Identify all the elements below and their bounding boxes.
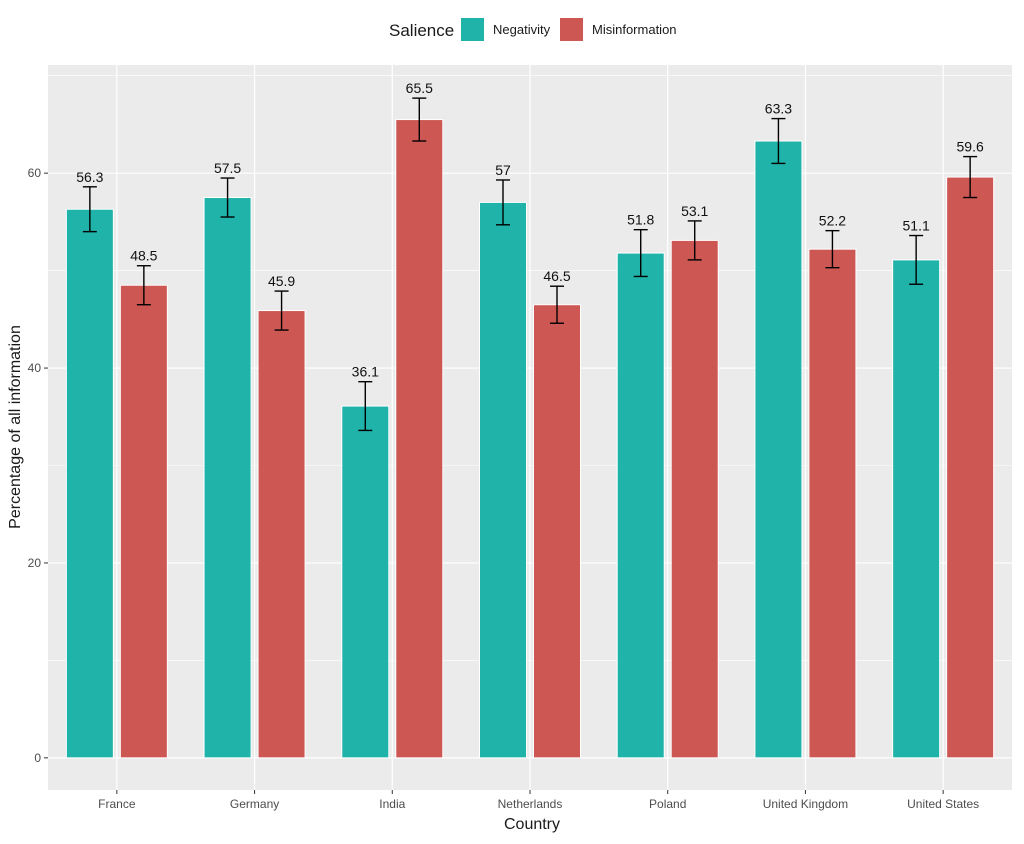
x-tick-label: Germany [230, 797, 279, 811]
bar-misinformation [257, 310, 306, 759]
legend-key-misinformation [560, 18, 583, 41]
data-label: 51.8 [627, 212, 654, 228]
data-label: 36.1 [352, 364, 379, 380]
x-tick-label: Poland [649, 797, 686, 811]
x-tick-label: United States [907, 797, 979, 811]
bar-negativity [754, 140, 803, 759]
y-tick-label: 60 [28, 166, 42, 180]
bar-negativity [203, 197, 252, 759]
data-label: 57 [495, 162, 511, 178]
y-tick-label: 20 [28, 556, 42, 570]
bar-negativity [479, 201, 527, 759]
legend-key-negativity [461, 18, 484, 41]
data-label: 46.5 [543, 268, 570, 284]
y-axis-title: Percentage of all information [7, 325, 24, 529]
data-label: 57.5 [214, 160, 241, 176]
bar-misinformation [533, 304, 581, 759]
data-label: 63.3 [765, 101, 792, 117]
x-axis-title: Country [504, 816, 560, 833]
data-label: 52.2 [819, 213, 846, 229]
data-label: 48.5 [130, 248, 157, 264]
legend-label-negativity: Negativity [493, 22, 551, 37]
x-tick-label: Netherlands [498, 797, 563, 811]
bar-negativity [892, 259, 941, 759]
bar-negativity [341, 405, 390, 759]
data-label: 53.1 [681, 203, 708, 219]
legend: Salience Negativity Misinformation [389, 18, 677, 41]
data-label: 65.5 [406, 80, 433, 96]
bar-misinformation [946, 176, 995, 759]
y-tick-label: 0 [34, 751, 41, 765]
bar-misinformation [808, 248, 857, 759]
bar-misinformation [395, 119, 444, 759]
legend-title: Salience [389, 21, 454, 40]
bar-misinformation [670, 239, 719, 759]
bar-negativity [65, 208, 114, 759]
y-tick-label: 40 [28, 361, 42, 375]
data-label: 45.9 [268, 273, 295, 289]
legend-label-misinformation: Misinformation [592, 22, 677, 37]
x-tick-label: India [379, 797, 405, 811]
x-tick-label: United Kingdom [763, 797, 848, 811]
x-tick-label: France [98, 797, 136, 811]
data-label: 59.6 [957, 139, 984, 155]
data-label: 51.1 [903, 218, 930, 234]
bar-misinformation [119, 284, 168, 759]
data-label: 56.3 [76, 169, 103, 185]
bar-negativity [616, 252, 665, 759]
